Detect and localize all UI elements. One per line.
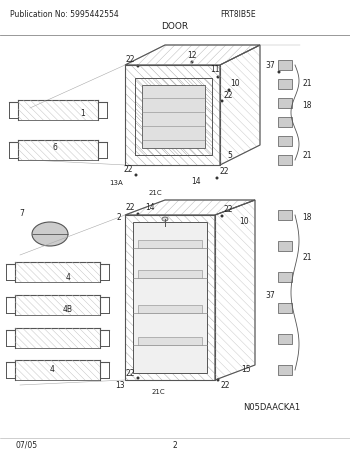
Ellipse shape — [217, 379, 219, 381]
Text: 10: 10 — [230, 78, 240, 87]
Bar — [278, 241, 292, 251]
Bar — [278, 79, 292, 89]
Bar — [278, 334, 292, 344]
Ellipse shape — [136, 212, 140, 216]
Ellipse shape — [228, 88, 231, 92]
Ellipse shape — [220, 100, 224, 102]
Text: 21C: 21C — [148, 190, 162, 196]
Text: 15: 15 — [241, 366, 251, 375]
Bar — [278, 272, 292, 282]
Ellipse shape — [281, 83, 285, 87]
Ellipse shape — [162, 217, 168, 221]
Bar — [138, 240, 202, 248]
Ellipse shape — [217, 76, 219, 78]
Ellipse shape — [220, 215, 224, 217]
Bar — [278, 136, 292, 146]
Ellipse shape — [136, 376, 140, 380]
Text: 18: 18 — [302, 213, 312, 222]
Text: 6: 6 — [52, 144, 57, 153]
Text: 22: 22 — [220, 381, 230, 390]
Text: 11: 11 — [210, 66, 220, 74]
Text: 21C: 21C — [151, 389, 165, 395]
Polygon shape — [142, 85, 205, 148]
Text: Publication No: 5995442554: Publication No: 5995442554 — [10, 10, 119, 19]
Text: 14: 14 — [191, 177, 201, 185]
Text: 22: 22 — [223, 206, 233, 215]
Text: 4: 4 — [50, 366, 55, 375]
Bar — [138, 305, 202, 313]
Text: 13: 13 — [115, 381, 125, 390]
Text: 2: 2 — [173, 440, 177, 449]
Ellipse shape — [134, 173, 138, 177]
Bar — [278, 98, 292, 108]
Text: N05DAACKA1: N05DAACKA1 — [244, 404, 301, 413]
Ellipse shape — [32, 222, 68, 246]
Text: 22: 22 — [219, 168, 229, 177]
Bar — [278, 155, 292, 165]
Text: 22: 22 — [125, 203, 135, 212]
Text: 21: 21 — [302, 79, 312, 88]
Text: 4: 4 — [65, 274, 70, 283]
Bar — [278, 117, 292, 127]
Text: 37: 37 — [265, 290, 275, 299]
Text: 22: 22 — [125, 368, 135, 377]
Bar — [138, 270, 202, 278]
Ellipse shape — [278, 71, 280, 73]
Ellipse shape — [190, 61, 194, 63]
Text: 22: 22 — [125, 56, 135, 64]
Bar — [138, 337, 202, 345]
Text: 07/05: 07/05 — [15, 440, 37, 449]
Text: 22: 22 — [123, 165, 133, 174]
Text: 7: 7 — [20, 208, 25, 217]
Text: 14: 14 — [145, 203, 155, 212]
Ellipse shape — [216, 177, 218, 179]
Bar — [278, 60, 292, 70]
Polygon shape — [133, 222, 207, 373]
Text: 10: 10 — [239, 217, 249, 226]
Text: DOOR: DOOR — [161, 22, 189, 31]
Text: 1: 1 — [80, 109, 85, 117]
Bar — [278, 365, 292, 375]
Bar — [278, 303, 292, 313]
Text: 4B: 4B — [63, 305, 73, 314]
Text: 2: 2 — [117, 213, 121, 222]
Text: 13A: 13A — [109, 180, 123, 186]
Ellipse shape — [136, 64, 140, 67]
Bar — [278, 210, 292, 220]
Text: 12: 12 — [187, 50, 197, 59]
Text: 21: 21 — [302, 254, 312, 262]
Text: 5: 5 — [228, 150, 232, 159]
Text: 22: 22 — [223, 91, 233, 100]
Text: 37: 37 — [265, 61, 275, 69]
Text: 21: 21 — [302, 150, 312, 159]
Text: 18: 18 — [302, 101, 312, 110]
Text: FRT8IB5E: FRT8IB5E — [220, 10, 256, 19]
